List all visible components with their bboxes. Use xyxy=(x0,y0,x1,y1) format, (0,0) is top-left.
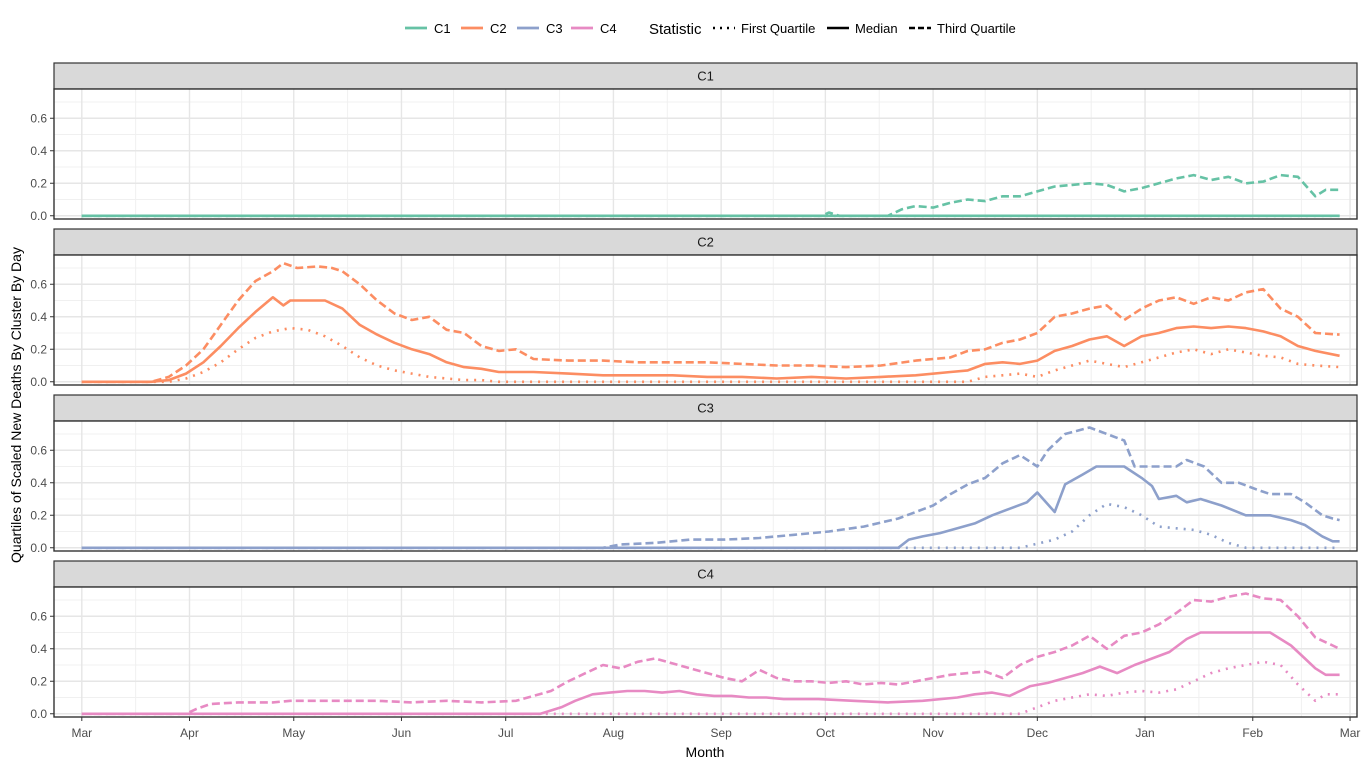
y-tick-label: 0.4 xyxy=(30,310,47,324)
legend-item-third-quartile: Third Quartile xyxy=(909,21,1016,36)
panel-border xyxy=(53,254,1358,386)
panel-border xyxy=(53,586,1358,718)
x-tick-label: Dec xyxy=(1027,726,1048,740)
legend-item-c2: C2 xyxy=(461,21,507,36)
x-tick-label: Sep xyxy=(710,726,732,740)
strip-c2 xyxy=(53,228,1358,256)
legend-statistic-title: Statistic xyxy=(649,21,702,38)
series-c1-third-quartile xyxy=(81,173,1340,218)
y-tick-label: 0.0 xyxy=(30,707,47,721)
y-tick-label: 0.2 xyxy=(30,674,47,688)
legend-label: Median xyxy=(855,21,898,36)
panel-background xyxy=(54,89,1357,219)
x-tick-label: Oct xyxy=(816,726,835,740)
x-axis-title: Month xyxy=(686,744,725,760)
facet-panels: C1 0.0 0.2 0.4 0.6 C2 0.0 0.2 0.4 0.6 C3 0.0 0.2 0.4 0… xyxy=(30,62,1358,721)
y-tick-label: 0.2 xyxy=(30,176,47,190)
y-tick-label: 0.0 xyxy=(30,209,47,223)
strip-label: C3 xyxy=(697,401,714,416)
legend-label: Third Quartile xyxy=(937,21,1016,36)
y-tick-label: 0.4 xyxy=(30,144,47,158)
y-tick-label: 0.2 xyxy=(30,342,47,356)
y-tick-label: 0.0 xyxy=(30,541,47,555)
legend-label: C3 xyxy=(546,21,563,36)
y-tick-label: 0.6 xyxy=(30,277,47,291)
strip-label: C1 xyxy=(697,69,714,84)
x-tick-label: Mar xyxy=(1340,726,1361,740)
panel-c2: C2 0.0 0.2 0.4 0.6 xyxy=(30,228,1358,389)
legend-label: First Quartile xyxy=(741,21,815,36)
series-c4-median xyxy=(81,631,1340,716)
strip-label: C2 xyxy=(697,235,714,250)
series-c3-third-quartile xyxy=(81,426,1340,550)
legend-label: C1 xyxy=(434,21,451,36)
panel-background xyxy=(54,421,1357,551)
x-tick-label: May xyxy=(282,726,305,740)
y-tick-label: 0.0 xyxy=(30,375,47,389)
y-tick-label: 0.4 xyxy=(30,642,47,656)
series-c4-third-quartile xyxy=(81,592,1341,716)
series-c2-median xyxy=(81,296,1340,384)
panel-c4: C4 0.0 0.2 0.4 0.6 xyxy=(30,560,1358,721)
y-tick-label: 0.6 xyxy=(30,443,47,457)
series-c3-first-quartile xyxy=(81,502,1340,550)
x-tick-label: Jul xyxy=(498,726,513,740)
y-tick-label: 0.4 xyxy=(30,476,47,490)
legend-label: C4 xyxy=(600,21,617,36)
x-tick-label: Jan xyxy=(1135,726,1154,740)
series-c4-first-quartile xyxy=(81,660,1340,716)
y-tick-label: 0.2 xyxy=(30,508,47,522)
strip-label: C4 xyxy=(697,567,714,582)
legend-label: C2 xyxy=(490,21,507,36)
legend-item-c4: C4 xyxy=(571,21,617,36)
panel-border xyxy=(53,88,1358,220)
series-c3-median xyxy=(81,465,1340,550)
x-tick-label: Apr xyxy=(180,726,199,740)
x-tick-label: Jun xyxy=(392,726,411,740)
legend: Statistic C1 C2 C3 C4 First Quartile Median Th… xyxy=(405,21,1016,38)
legend-item-c3: C3 xyxy=(517,21,563,36)
x-tick-label: Mar xyxy=(71,726,92,740)
legend-item-c1: C1 xyxy=(405,21,451,36)
x-tick-label: Nov xyxy=(922,726,943,740)
x-tick-label: Feb xyxy=(1242,726,1263,740)
x-axis: Mar Apr May Jun Jul Aug Sep Oct Nov Dec Jan Feb Mar xyxy=(71,717,1360,740)
y-axis-title: Quartiles of Scaled New Deaths By Cluste… xyxy=(8,247,24,563)
legend-item-median: Median xyxy=(827,21,898,36)
legend-item-first-quartile: First Quartile xyxy=(713,21,815,36)
panel-c3: C3 0.0 0.2 0.4 0.6 xyxy=(30,394,1358,555)
panel-border xyxy=(53,420,1358,552)
panel-c1: C1 0.0 0.2 0.4 0.6 xyxy=(30,62,1358,223)
y-tick-label: 0.6 xyxy=(30,609,47,623)
y-tick-label: 0.6 xyxy=(30,111,47,125)
x-tick-label: Aug xyxy=(603,726,624,740)
